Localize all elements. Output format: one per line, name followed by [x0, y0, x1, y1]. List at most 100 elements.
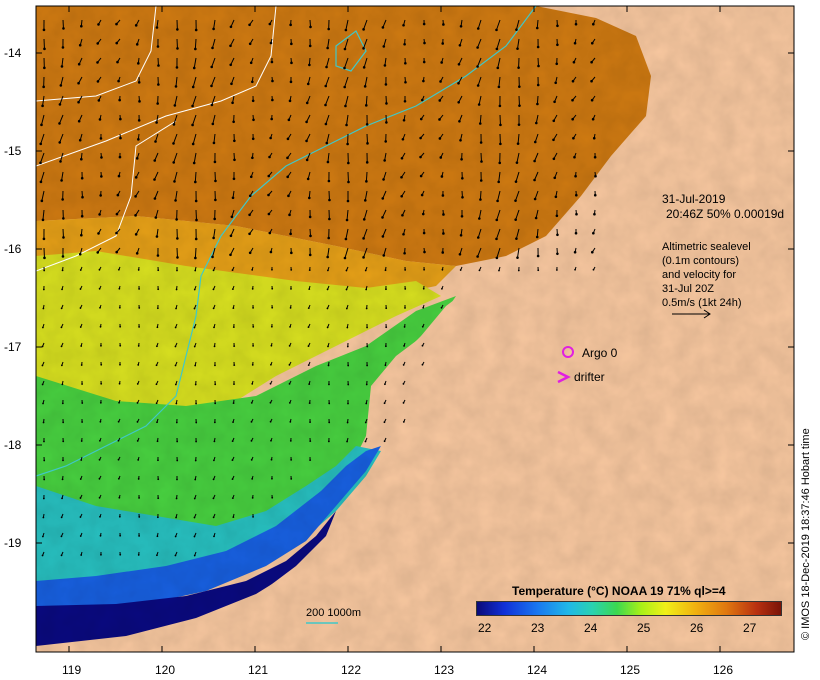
velocity-arrow-head: [287, 118, 291, 122]
velocity-arrow-head: [419, 155, 422, 159]
velocity-arrow-head: [439, 156, 443, 159]
velocity-arrow-head: [153, 159, 157, 162]
velocity-arrow-head: [96, 61, 99, 64]
velocity-arrow-head: [176, 28, 179, 31]
velocity-arrow-head: [269, 382, 272, 385]
velocity-arrow-head: [212, 236, 215, 240]
velocity-arrow-head: [80, 24, 83, 28]
velocity-arrow-head: [213, 440, 216, 443]
velocity-arrow-head: [211, 46, 214, 50]
velocity-arrow-head: [39, 180, 43, 184]
velocity-arrow-head: [138, 497, 140, 499]
velocity-arrow-head: [212, 497, 215, 500]
velocity-arrow-head: [214, 364, 216, 367]
velocity-arrow-head: [136, 383, 139, 385]
velocity-arrow-head: [176, 459, 179, 462]
velocity-arrow-head: [155, 121, 158, 124]
velocity-arrow-head: [138, 307, 141, 309]
velocity-arrow-head: [134, 195, 137, 198]
velocity-arrow-head: [269, 250, 273, 254]
velocity-arrow-head: [96, 251, 100, 254]
altimetry-note-line: and velocity for: [662, 269, 736, 281]
velocity-arrow-head: [383, 159, 386, 162]
velocity-arrow-head: [270, 344, 273, 347]
velocity-arrow-head: [535, 26, 539, 30]
velocity-arrow-head: [592, 136, 596, 140]
velocity-arrow-head: [288, 382, 291, 385]
velocity-arrow-head: [592, 22, 595, 26]
velocity-arrow-head: [365, 383, 368, 386]
velocity-arrow-head: [213, 160, 217, 164]
x-tick-label: 125: [620, 663, 641, 677]
velocity-arrow-head: [305, 101, 309, 105]
velocity-arrow-head: [440, 306, 443, 309]
velocity-arrow-head: [62, 217, 65, 220]
velocity-arrow-head: [231, 459, 234, 462]
velocity-arrow-head: [326, 326, 329, 329]
velocity-arrow-head: [307, 364, 310, 367]
velocity-arrow-head: [423, 250, 426, 254]
velocity-arrow-head: [251, 477, 254, 480]
velocity-arrow-head: [252, 306, 254, 309]
velocity-arrow-head: [115, 212, 119, 216]
velocity-arrow-head: [155, 364, 158, 367]
velocity-arrow-head: [308, 383, 311, 386]
velocity-arrow-head: [497, 180, 500, 184]
velocity-arrow-head: [77, 100, 80, 104]
info-date: 31-Jul-2019: [662, 192, 726, 206]
velocity-arrow-head: [80, 345, 83, 347]
velocity-arrow-head: [421, 363, 424, 366]
velocity-arrow-head: [476, 46, 479, 49]
velocity-arrow-head: [289, 306, 292, 309]
velocity-arrow-head: [308, 269, 311, 272]
velocity-arrow-head: [81, 195, 84, 199]
velocity-arrow-head: [385, 326, 388, 329]
velocity-arrow-head: [42, 28, 46, 32]
velocity-arrow-head: [212, 307, 215, 310]
velocity-arrow-head: [136, 421, 139, 423]
velocity-arrow-head: [230, 82, 233, 86]
velocity-arrow-head: [385, 288, 387, 291]
velocity-arrow-head: [213, 217, 216, 221]
velocity-arrow-head: [157, 497, 160, 500]
x-tick-label: 126: [713, 663, 734, 677]
velocity-arrow-head: [155, 402, 158, 405]
velocity-arrow-head: [420, 98, 424, 102]
velocity-arrow-head: [231, 440, 234, 443]
x-tick-label: 124: [527, 663, 548, 677]
velocity-arrow-head: [269, 41, 273, 45]
velocity-arrow-head: [248, 23, 251, 27]
velocity-arrow-head: [248, 251, 252, 255]
velocity-arrow-head: [80, 459, 83, 461]
velocity-arrow-head: [118, 306, 121, 309]
velocity-arrow-head: [174, 345, 177, 348]
velocity-arrow-head: [499, 142, 502, 146]
velocity-arrow-head: [365, 288, 368, 291]
velocity-arrow-head: [289, 420, 292, 423]
velocity-arrow-head: [476, 255, 479, 258]
velocity-arrow-head: [461, 176, 464, 180]
velocity-arrow-head: [365, 402, 368, 405]
velocity-arrow-head: [61, 288, 63, 291]
velocity-arrow-head: [251, 99, 255, 103]
velocity-arrow-head: [79, 288, 82, 290]
velocity-arrow-head: [43, 256, 46, 260]
velocity-arrow-head: [344, 28, 348, 32]
velocity-arrow-head: [515, 28, 518, 31]
velocity-arrow-head: [269, 420, 272, 423]
velocity-arrow-head: [270, 458, 273, 461]
velocity-arrow-head: [61, 497, 63, 500]
velocity-arrow-head: [119, 136, 122, 140]
velocity-arrow-head: [251, 268, 254, 271]
velocity-arrow-head: [156, 535, 159, 538]
velocity-arrow-head: [153, 178, 156, 181]
velocity-arrow-head: [173, 104, 177, 107]
velocity-arrow-head: [534, 216, 538, 220]
velocity-arrow-head: [305, 139, 308, 143]
velocity-arrow-head: [233, 139, 236, 143]
velocity-arrow-head: [400, 156, 404, 160]
velocity-arrow-head: [270, 363, 272, 366]
velocity-arrow-head: [287, 194, 290, 198]
velocity-arrow-head: [43, 440, 45, 443]
velocity-arrow-head: [41, 218, 45, 222]
